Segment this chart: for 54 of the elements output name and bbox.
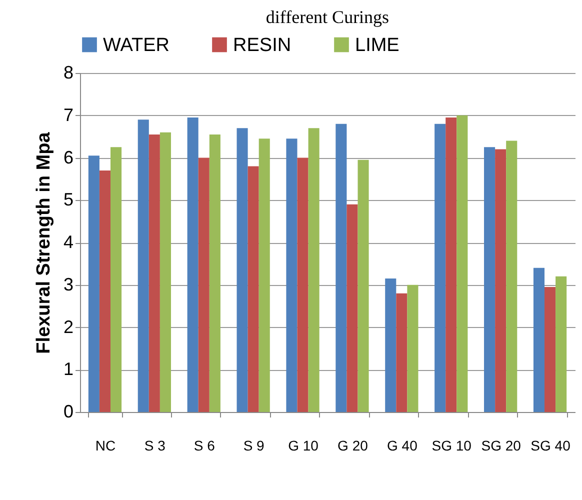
x-tick-label: G 40	[386, 438, 418, 454]
bar	[434, 124, 446, 412]
x-tick-label: NC	[95, 438, 116, 454]
bar	[385, 278, 396, 412]
bar	[456, 115, 468, 412]
bar	[236, 128, 248, 412]
bar	[308, 128, 320, 412]
bar	[407, 284, 418, 412]
bar	[138, 120, 149, 412]
bar	[358, 160, 369, 412]
x-tick-label: SG 40	[530, 438, 571, 454]
chart-title: different Curings	[266, 7, 390, 27]
bar	[336, 124, 347, 412]
bar	[556, 276, 567, 412]
legend-label: LIME	[355, 34, 400, 56]
bar	[495, 149, 506, 412]
bar	[198, 158, 210, 412]
bar	[396, 293, 408, 412]
x-tick-label: S 9	[243, 438, 265, 454]
x-tick-label: G 20	[338, 438, 368, 454]
bar	[209, 134, 220, 412]
bar	[446, 117, 457, 412]
y-tick-label: 8	[63, 62, 74, 82]
y-tick-label: 0	[63, 402, 74, 422]
legend-label: WATER	[103, 34, 170, 56]
legend-label: RESIN	[233, 34, 292, 56]
bar	[297, 158, 308, 412]
bar	[148, 134, 160, 412]
y-tick-label: 6	[63, 147, 74, 168]
x-tick-label: S 6	[194, 438, 216, 454]
y-tick-label: 1	[63, 359, 74, 380]
x-tick-label: S 3	[144, 438, 166, 454]
bar	[248, 166, 259, 412]
x-tick-label: G 10	[288, 438, 319, 454]
bar	[187, 117, 198, 412]
bar	[506, 140, 518, 412]
y-tick-label: 7	[63, 104, 74, 125]
y-tick-label: 4	[63, 232, 74, 252]
y-axis-title: Flexural Strength in Mpa	[33, 132, 54, 354]
y-tick-label: 5	[63, 190, 74, 210]
bar	[99, 170, 110, 412]
bar	[346, 204, 358, 412]
bar	[88, 156, 100, 412]
bar	[544, 286, 556, 412]
bar	[533, 268, 545, 412]
bar	[286, 138, 298, 412]
bar	[484, 147, 496, 412]
bar	[160, 132, 171, 412]
bar	[110, 147, 122, 412]
bar	[258, 138, 270, 412]
x-tick-label: SG 10	[432, 438, 472, 454]
y-tick-label: 2	[63, 316, 74, 337]
x-tick-label: SG 20	[481, 438, 522, 454]
y-tick-label: 3	[63, 274, 74, 294]
